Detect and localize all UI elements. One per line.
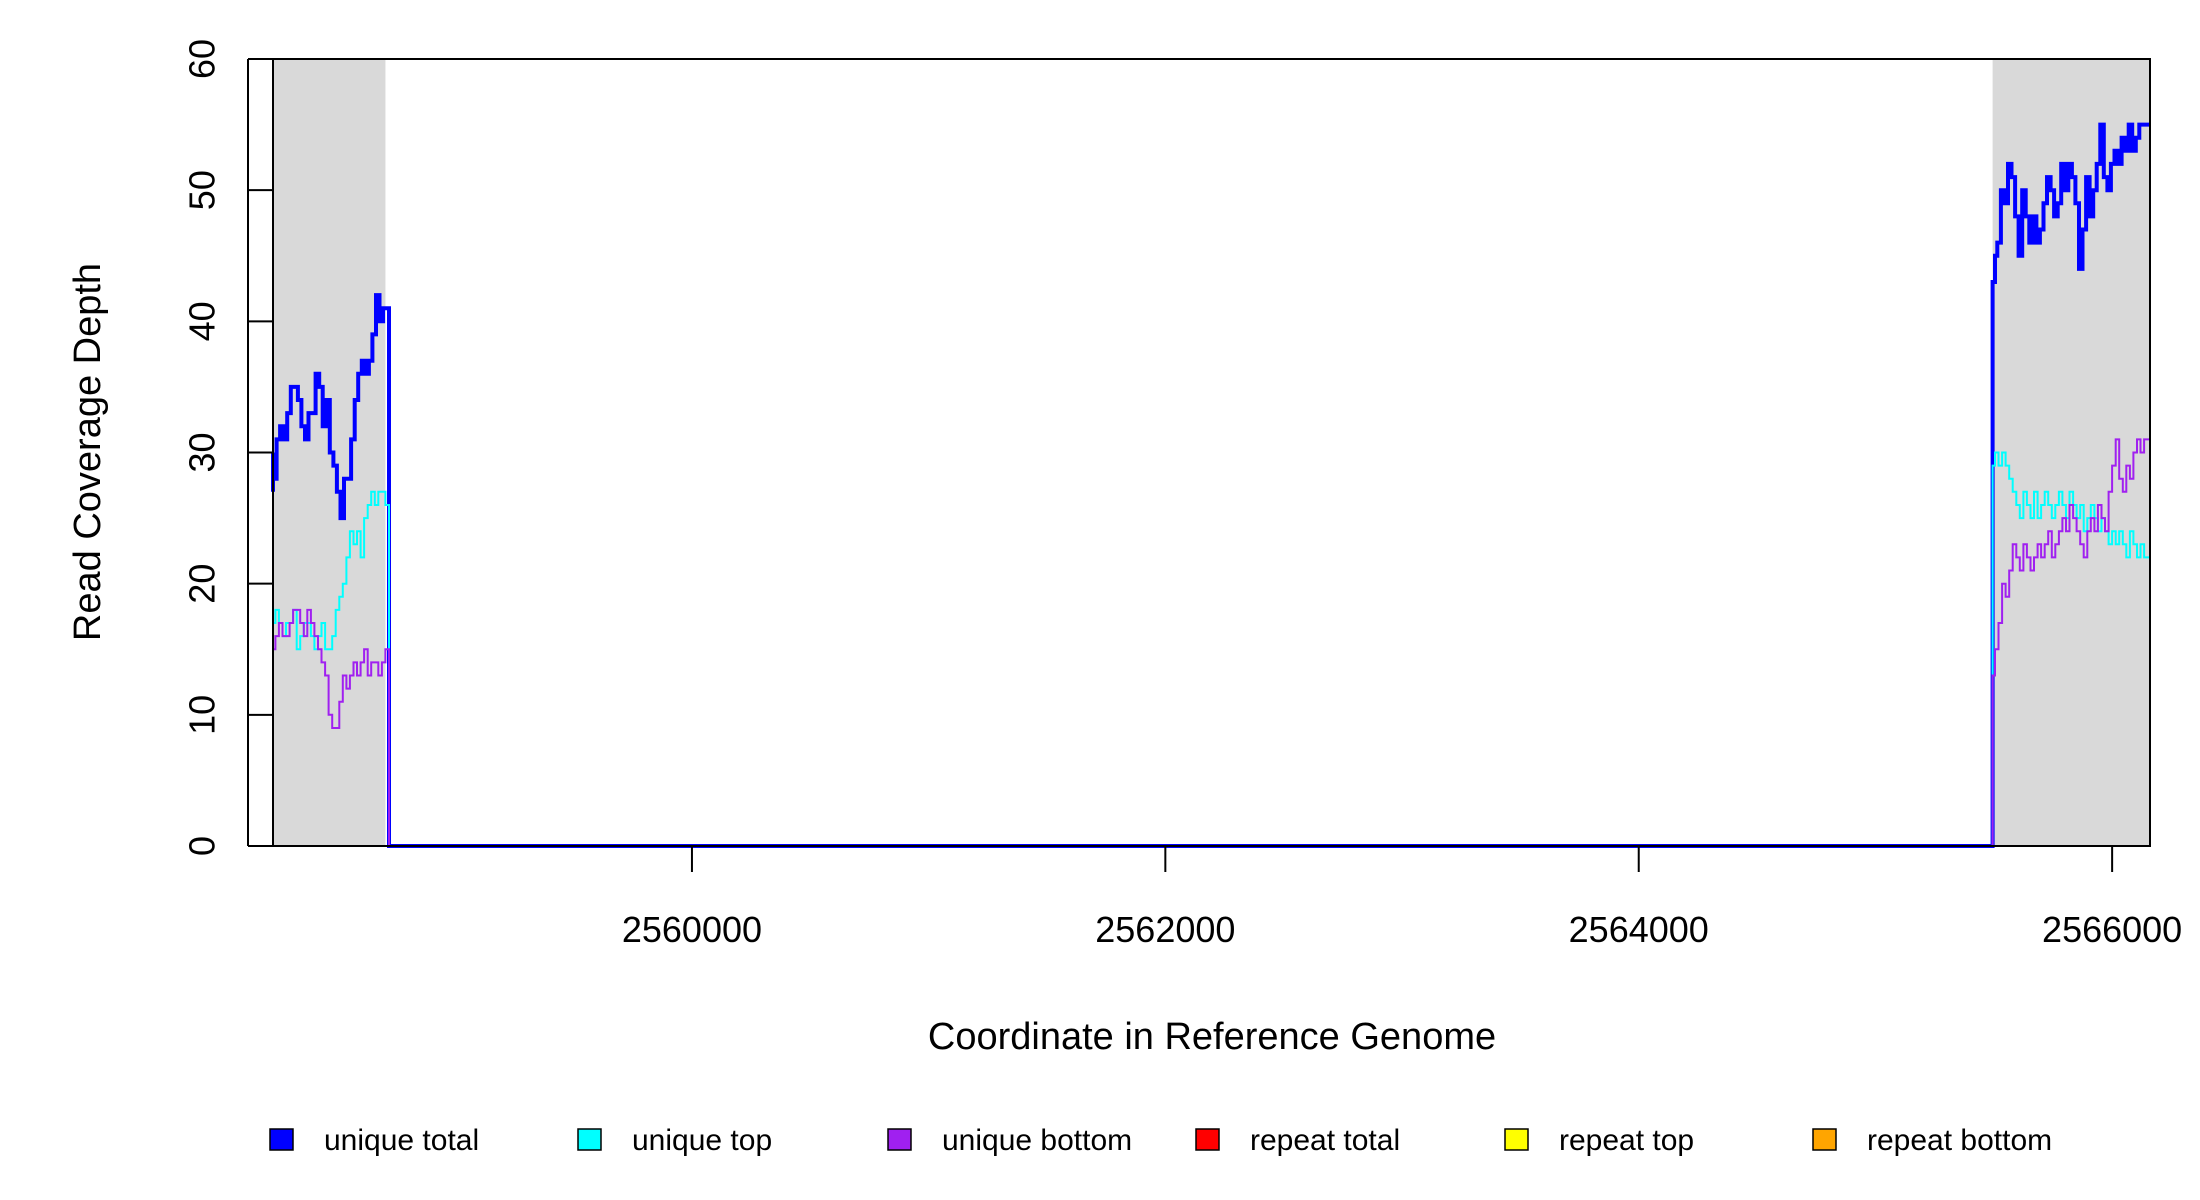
x-tick-label: 2564000 (1569, 909, 1709, 950)
y-axis-title: Read Coverage Depth (67, 263, 109, 641)
legend-item-unique-total: unique total (269, 1124, 479, 1157)
y-tick-label: 50 (182, 170, 223, 210)
series-unique-top (272, 451, 2150, 847)
legend-label: repeat bottom (1867, 1124, 2052, 1157)
legend-item-unique-top: unique top (577, 1124, 772, 1157)
series-unique-total (271, 122, 2150, 848)
x-tick-label: 2562000 (1095, 909, 1235, 950)
series-lines (271, 122, 2150, 848)
legend-item-repeat-top: repeat top (1504, 1124, 1694, 1157)
legend-swatch (1504, 1128, 1529, 1151)
plot-area-border (272, 58, 2151, 847)
legend-swatch (887, 1128, 912, 1151)
y-tick-label: 0 (182, 836, 223, 856)
legend-label: unique bottom (942, 1124, 1132, 1157)
shaded-regions (273, 59, 2150, 846)
y-tick-label: 40 (182, 301, 223, 341)
legend-label: unique total (324, 1124, 479, 1157)
legend-swatch (1195, 1128, 1220, 1151)
legend-label: unique top (632, 1124, 772, 1157)
x-tick-label: 2566000 (2042, 909, 2182, 950)
legend: unique total unique top unique bottom repea… (269, 1124, 2052, 1157)
legend-swatch (1812, 1128, 1837, 1151)
legend-item-unique-bottom: unique bottom (887, 1124, 1132, 1157)
y-tick-label: 20 (182, 564, 223, 604)
legend-label: repeat total (1250, 1124, 1400, 1157)
legend-swatch (577, 1128, 602, 1151)
legend-item-repeat-total: repeat total (1195, 1124, 1400, 1157)
y-axis: 0 10 20 30 40 50 60 (182, 39, 273, 856)
x-axis: 2560000 2562000 2564000 2566000 (622, 845, 2182, 950)
x-axis-title: Coordinate in Reference Genome (928, 1016, 1496, 1058)
shaded-region-2 (1992, 59, 2150, 846)
y-tick-label: 60 (182, 39, 223, 79)
legend-label: repeat top (1559, 1124, 1694, 1157)
series-unique-bottom (272, 438, 2150, 847)
y-tick-label: 30 (182, 432, 223, 472)
x-tick-label: 2560000 (622, 909, 762, 950)
y-tick-label: 10 (182, 695, 223, 735)
legend-swatch (269, 1128, 294, 1151)
legend-item-repeat-bottom: repeat bottom (1812, 1124, 2052, 1157)
